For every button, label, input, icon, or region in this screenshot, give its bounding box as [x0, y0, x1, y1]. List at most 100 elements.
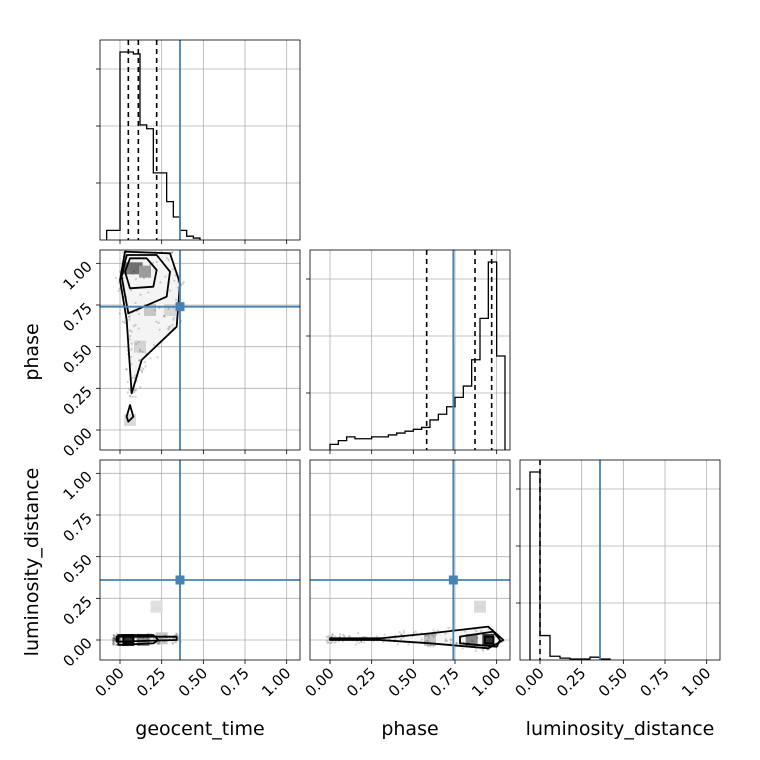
y-tick-label-phase: 0.00: [59, 424, 95, 460]
sample-point: [402, 629, 405, 632]
sample-point: [146, 637, 149, 641]
sample-point: [360, 640, 363, 643]
sample-point: [139, 348, 142, 351]
sample-point: [171, 268, 175, 271]
sample-point: [164, 275, 167, 278]
x-tick-label-phase: 0.25: [343, 664, 379, 700]
sample-point: [126, 391, 129, 394]
sample-point: [138, 358, 141, 361]
sample-point: [463, 630, 467, 633]
sample-point: [174, 274, 177, 277]
sample-point: [115, 632, 118, 635]
sample-point: [115, 276, 118, 280]
sample-point: [334, 640, 337, 644]
sample-point: [137, 327, 140, 330]
sample-point: [420, 638, 424, 641]
sample-point: [444, 632, 447, 635]
sample-point: [119, 638, 122, 641]
sample-point: [445, 639, 448, 643]
sample-point: [169, 325, 172, 328]
sample-point: [396, 643, 400, 646]
density-cell: [465, 634, 478, 646]
sample-point: [111, 639, 114, 642]
sample-point: [436, 629, 439, 632]
sample-point: [135, 388, 138, 391]
truth-marker: [175, 302, 185, 312]
x-axis-label-phase: phase: [381, 718, 438, 740]
panel-frame-1-2: [309, 459, 511, 661]
sample-point: [334, 635, 337, 638]
sample-point: [128, 338, 131, 341]
x-tick-label-phase: 0.00: [301, 664, 337, 700]
panel-grid-1-1: [329, 250, 498, 450]
sample-point: [331, 633, 334, 636]
sample-point: [119, 642, 122, 645]
sample-point: [121, 251, 124, 254]
sample-point: [471, 639, 474, 643]
contour-0-99: [125, 404, 135, 423]
sample-point: [130, 637, 133, 641]
sample-point: [125, 638, 128, 641]
panel-frame-2-2: [519, 459, 721, 661]
sample-point: [347, 634, 350, 637]
sample-point: [118, 312, 121, 315]
sample-point: [156, 356, 159, 359]
sample-point: [490, 632, 493, 635]
histogram-luminosity-distance: [529, 471, 611, 660]
sample-point: [488, 637, 491, 640]
y-tick-label-phase: 0.25: [59, 382, 95, 418]
x-axis-label-luminosity-distance: luminosity_distance: [526, 718, 715, 740]
y-tick-label-luminosity-distance: 1.00: [59, 467, 95, 503]
sample-point: [161, 637, 164, 640]
sample-point: [362, 635, 365, 638]
x-tick-label-geocent-time: 1.00: [258, 664, 294, 700]
sample-point: [173, 641, 176, 644]
sample-point: [142, 277, 146, 280]
sample-point: [167, 307, 170, 310]
y-tick-label-luminosity-distance: 0.25: [59, 592, 95, 628]
sample-point: [114, 636, 117, 640]
sample-point: [176, 286, 180, 289]
sample-point: [130, 348, 133, 351]
sample-point: [455, 642, 458, 645]
sample-point: [165, 257, 168, 260]
sample-point: [134, 395, 137, 398]
sample-point: [482, 649, 485, 652]
sample-point: [125, 368, 129, 371]
sample-point: [162, 315, 166, 318]
sample-point: [134, 389, 137, 392]
sample-point: [163, 315, 166, 318]
sample-point: [137, 341, 140, 344]
sample-point: [129, 395, 132, 398]
sample-point: [130, 363, 133, 366]
sample-point: [111, 636, 114, 639]
sample-point: [434, 633, 437, 636]
sample-point: [357, 641, 360, 644]
truth-marker: [175, 575, 185, 585]
sample-point: [114, 643, 117, 646]
sample-point: [114, 638, 117, 641]
sample-point: [132, 270, 136, 273]
sample-point: [143, 360, 147, 364]
sample-point: [331, 633, 334, 637]
sample-point: [354, 643, 357, 646]
sample-point: [174, 298, 178, 301]
sample-point: [115, 643, 118, 647]
contour-0-99: [329, 625, 505, 650]
sample-point: [159, 637, 162, 640]
sample-point: [325, 639, 328, 643]
x-tick-label-geocent-time: 0.75: [216, 664, 252, 700]
sample-point: [129, 289, 133, 292]
sample-point: [144, 352, 147, 355]
sample-point: [327, 641, 330, 644]
sample-point: [133, 389, 136, 392]
y-axis-label-luminosity-distance: luminosity_distance: [21, 468, 43, 657]
sample-point: [357, 631, 360, 635]
sample-point: [124, 368, 128, 371]
sample-point: [129, 335, 132, 338]
sample-point: [128, 315, 131, 318]
sample-point: [131, 395, 134, 398]
sample-point: [111, 640, 115, 643]
sample-point: [149, 357, 152, 360]
sample-point: [489, 639, 492, 642]
